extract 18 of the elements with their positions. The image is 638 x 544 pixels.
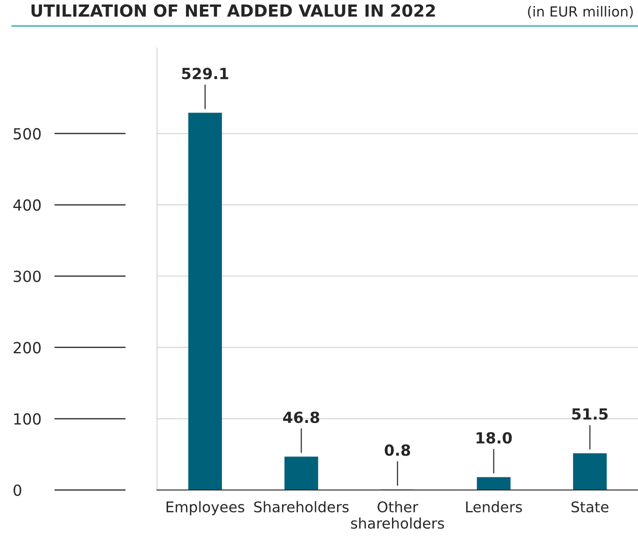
- data-label: 529.1: [182, 68, 228, 80]
- y-tick-label: 0: [14, 484, 22, 496]
- y-tick-label: 200: [14, 342, 41, 354]
- data-label: 0.8: [384, 444, 410, 456]
- chart-title: UTILIZATION OF NET ADDED VALUE IN 2022: [32, 4, 435, 17]
- chart-subtitle: (in EUR million): [528, 6, 633, 18]
- y-tick-label: 400: [13, 199, 41, 211]
- y-tick-label: 100: [14, 413, 41, 425]
- data-label: 51.5: [572, 408, 608, 420]
- x-tick-label: Lenders: [466, 501, 522, 512]
- x-tick-label: State: [572, 501, 608, 512]
- y-tick-label: 500: [14, 128, 41, 140]
- data-label: 18.0: [476, 432, 512, 444]
- x-tick-label: Employees: [166, 501, 244, 516]
- y-tick-label: 300: [14, 270, 41, 282]
- data-label: 46.8: [283, 412, 320, 424]
- x-tick-label: Other shareholders: [351, 501, 444, 529]
- x-tick-label: Shareholders: [254, 501, 349, 512]
